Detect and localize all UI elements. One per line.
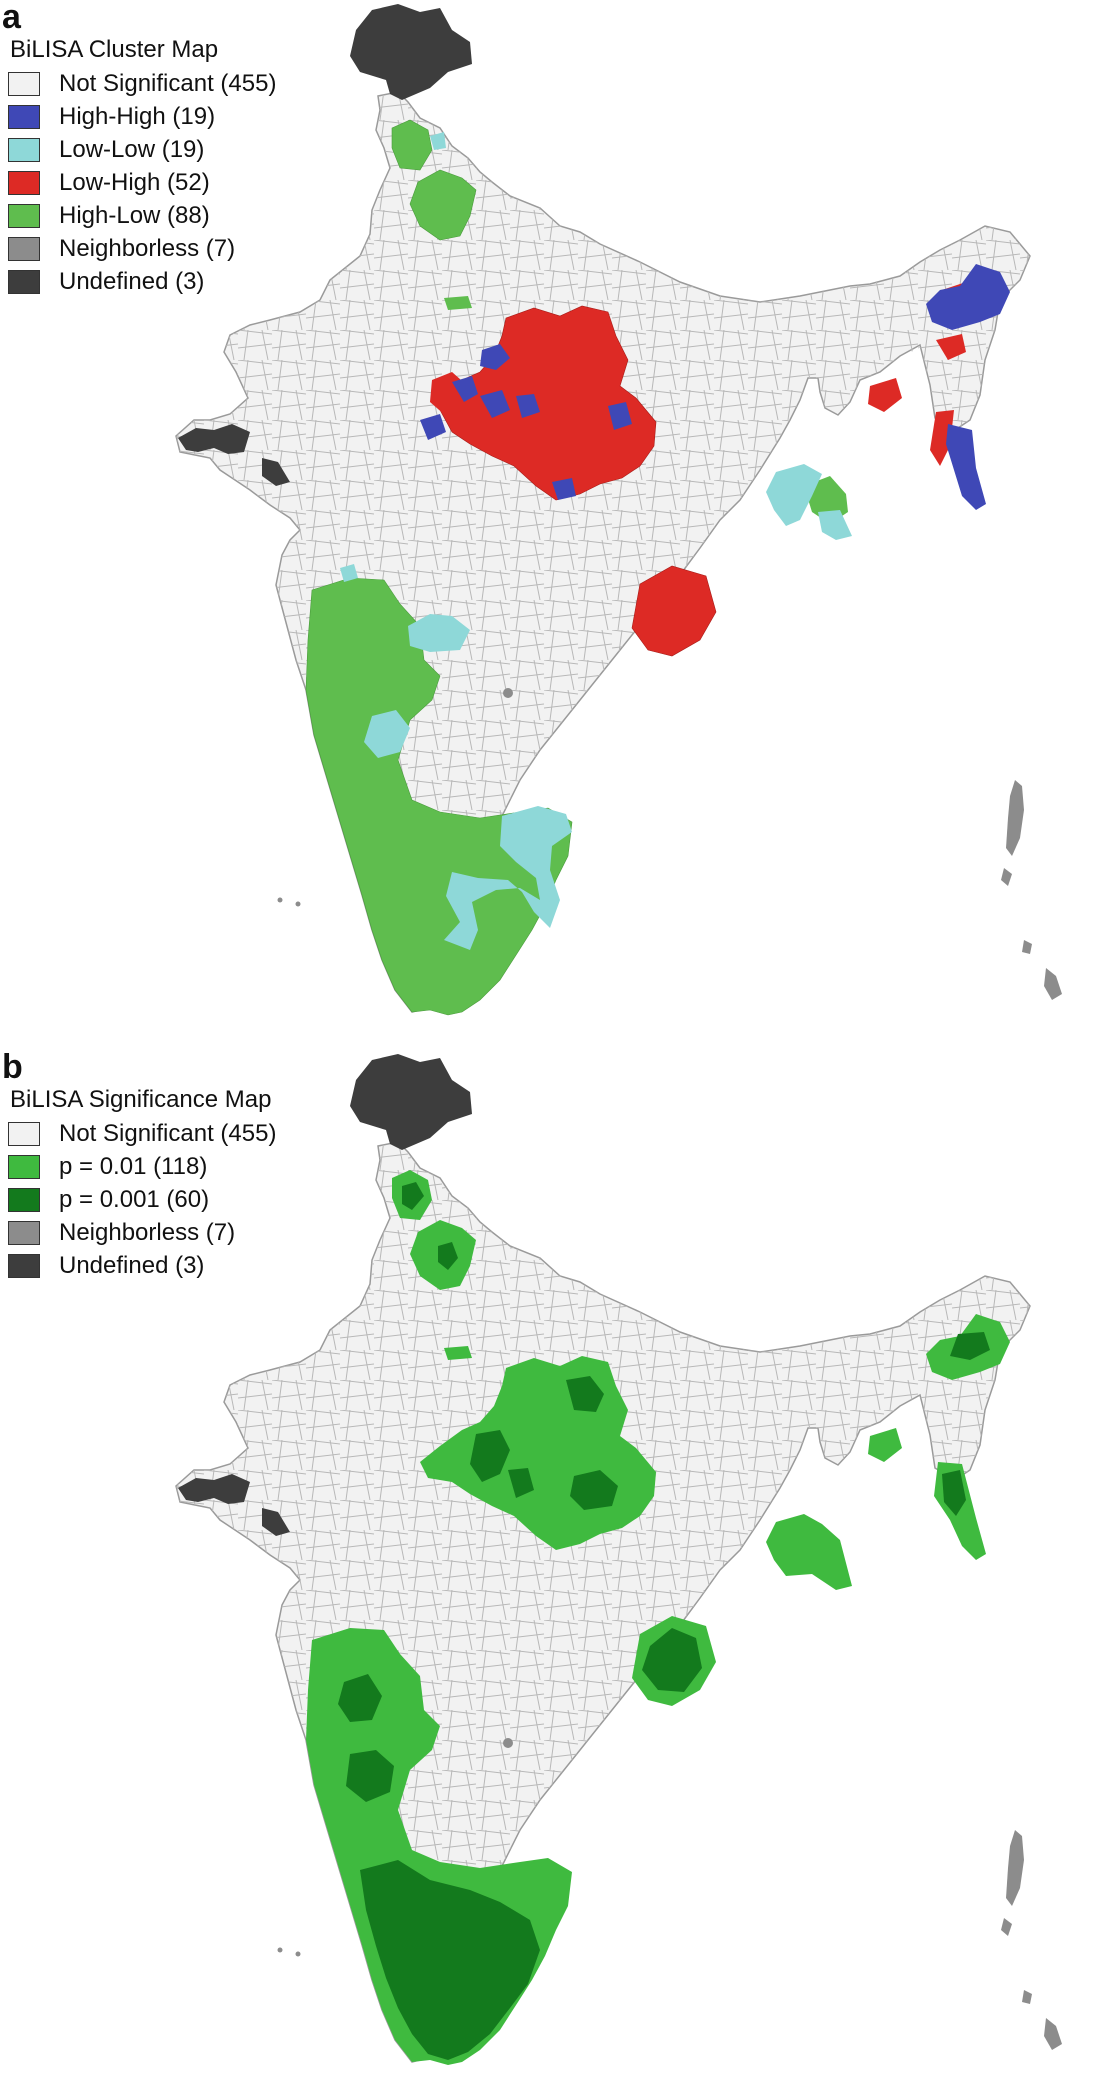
significance-map-legend: BiLISA Significance Map Not Significant … <box>0 1086 276 1282</box>
legend-label: p = 0.01 (118) <box>59 1152 208 1180</box>
legend-swatch <box>8 71 40 96</box>
high-low-clusters <box>305 119 848 1016</box>
legend-item: p = 0.001 (60) <box>0 1183 276 1216</box>
legend-title: BiLISA Cluster Map <box>10 36 219 63</box>
legend-item: Not Significant (455) <box>0 67 276 100</box>
legend-swatch <box>8 1220 40 1245</box>
high-high-clusters <box>420 264 1010 510</box>
legend-item: Undefined (3) <box>0 265 276 298</box>
undefined-regions <box>178 4 472 486</box>
legend-item: Neighborless (7) <box>0 1216 276 1249</box>
legend-label: Undefined (3) <box>59 267 205 295</box>
legend-item: Not Significant (455) <box>0 1117 276 1150</box>
legend-swatch <box>8 203 40 228</box>
legend-item: Low-Low (19) <box>0 133 276 166</box>
undefined-regions <box>178 1054 472 1536</box>
legend-item: Undefined (3) <box>0 1249 276 1282</box>
legend-label: Low-High (52) <box>59 168 210 196</box>
cluster-map-legend: BiLISA Cluster Map Not Significant (455)… <box>0 36 276 298</box>
legend-label: Not Significant (455) <box>59 1119 277 1147</box>
neighborless-regions <box>277 1738 1062 2050</box>
legend-label: Not Significant (455) <box>59 69 277 97</box>
legend-label: Neighborless (7) <box>59 234 236 262</box>
legend-label: Low-Low (19) <box>59 135 205 163</box>
india-landmass <box>175 1141 1031 2063</box>
legend-item: p = 0.01 (118) <box>0 1150 276 1183</box>
legend-swatch <box>8 104 40 129</box>
legend-item: Neighborless (7) <box>0 232 276 265</box>
legend-swatch <box>8 170 40 195</box>
legend-swatch <box>8 1187 40 1212</box>
legend-swatch <box>8 1121 40 1146</box>
legend-item: High-High (19) <box>0 100 276 133</box>
legend-label: High-Low (88) <box>59 201 210 229</box>
p-0001-regions <box>338 1182 990 2060</box>
india-landmass <box>175 91 1031 1013</box>
cluster-map <box>175 4 1062 1016</box>
legend-item: High-Low (88) <box>0 199 276 232</box>
legend-swatch <box>8 269 40 294</box>
legend-swatch <box>8 137 40 162</box>
legend-label: Neighborless (7) <box>59 1218 236 1246</box>
legend-item: Low-High (52) <box>0 166 276 199</box>
cluster-map-panel: a BiLISA Cluster Map Not Significant (45… <box>0 0 1062 1016</box>
low-low-clusters <box>340 132 852 950</box>
legend-label: p = 0.001 (60) <box>59 1185 210 1213</box>
legend-label: High-High (19) <box>59 102 216 130</box>
legend-label: Undefined (3) <box>59 1251 205 1279</box>
legend-swatch <box>8 1154 40 1179</box>
legend-swatch <box>8 1253 40 1278</box>
panel-a-label: a <box>2 0 21 36</box>
significance-map <box>175 1054 1062 2065</box>
panel-b-label: b <box>2 1048 23 1086</box>
legend-title: BiLISA Significance Map <box>10 1086 272 1113</box>
significance-map-panel: b BiLISA Significance Map Not Significan… <box>0 1048 1097 2100</box>
neighborless-regions <box>277 688 1062 1000</box>
legend-swatch <box>8 236 40 261</box>
